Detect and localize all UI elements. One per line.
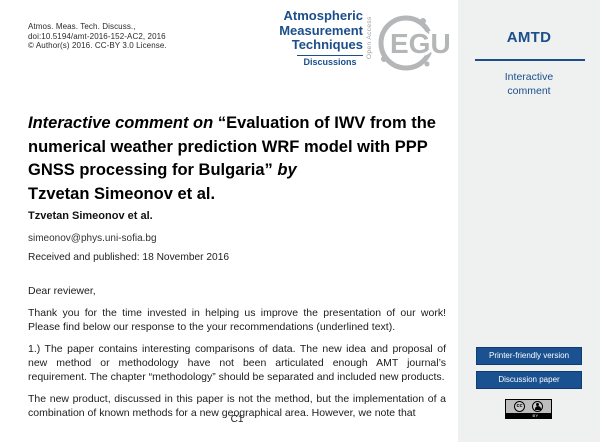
svg-text:EGU: EGU: [390, 28, 451, 59]
egu-logo-icon: EGU EGU: [378, 15, 452, 71]
page-number: C1: [230, 414, 244, 425]
paragraph: Thank you for the time invested in helpi…: [28, 307, 446, 333]
masthead-divider: [297, 54, 363, 56]
title-by: by: [277, 161, 297, 180]
discussion-paper-button[interactable]: Discussion paper: [476, 371, 582, 389]
cc-icon: cc: [514, 401, 525, 412]
sidebar-divider: [475, 59, 585, 61]
comment-body: Dear reviewer, Thank you for the time in…: [28, 284, 446, 428]
discussions-label: Discussions: [303, 56, 357, 67]
author-line: Tzvetan Simeonov et al.: [28, 210, 153, 222]
title-authors: Tzvetan Simeonov et al.: [28, 185, 216, 204]
title-quoted: “Evaluation of IWV from the numerical we…: [28, 114, 436, 180]
author-email: simeonov@phys.uni-sofia.bg: [28, 233, 157, 244]
article-title: Interactive comment on “Evaluation of IW…: [28, 112, 455, 207]
svg-text:EGU: EGU: [390, 28, 451, 59]
person-icon: [532, 401, 543, 412]
journal-name-line: Techniques: [291, 37, 363, 52]
paragraph: 1.) The paper contains interesting compa…: [28, 343, 446, 383]
title-prefix: Interactive comment on: [28, 114, 214, 132]
printer-friendly-button[interactable]: Printer-friendly version: [476, 347, 582, 365]
comment-type-label: Interactive comment: [504, 71, 554, 97]
received-line: Received and published: 18 November 2016: [28, 252, 230, 263]
citation-block: Atmos. Meas. Tech. Discuss., doi:10.5194…: [28, 22, 167, 51]
journal-name-line: Atmospheric: [283, 8, 363, 23]
citation-line: © Author(s) 2016. CC-BY 3.0 License.: [28, 41, 167, 51]
cc-badge-icons: cc: [506, 401, 551, 412]
paragraph: The new product, discussed in this paper…: [28, 393, 446, 419]
paragraph: Dear reviewer,: [28, 285, 96, 297]
cc-by-license-badge[interactable]: cc BY: [505, 399, 552, 419]
journal-logo: Atmospheric Measurement Techniques Discu…: [243, 8, 363, 67]
citation-line: Atmos. Meas. Tech. Discuss.,: [28, 22, 136, 31]
journal-abbrev: AMTD: [506, 29, 552, 46]
cc-badge-band: BY: [506, 413, 551, 418]
journal-name-line: Measurement: [279, 22, 363, 38]
citation-line: doi:10.5194/amt-2016-152-AC2, 2016: [28, 31, 166, 41]
cc-by-label: BY: [532, 413, 539, 418]
open-access-label: Open Access: [366, 16, 373, 60]
sidebar: AMTD Interactive comment Printer-friendl…: [458, 0, 600, 442]
